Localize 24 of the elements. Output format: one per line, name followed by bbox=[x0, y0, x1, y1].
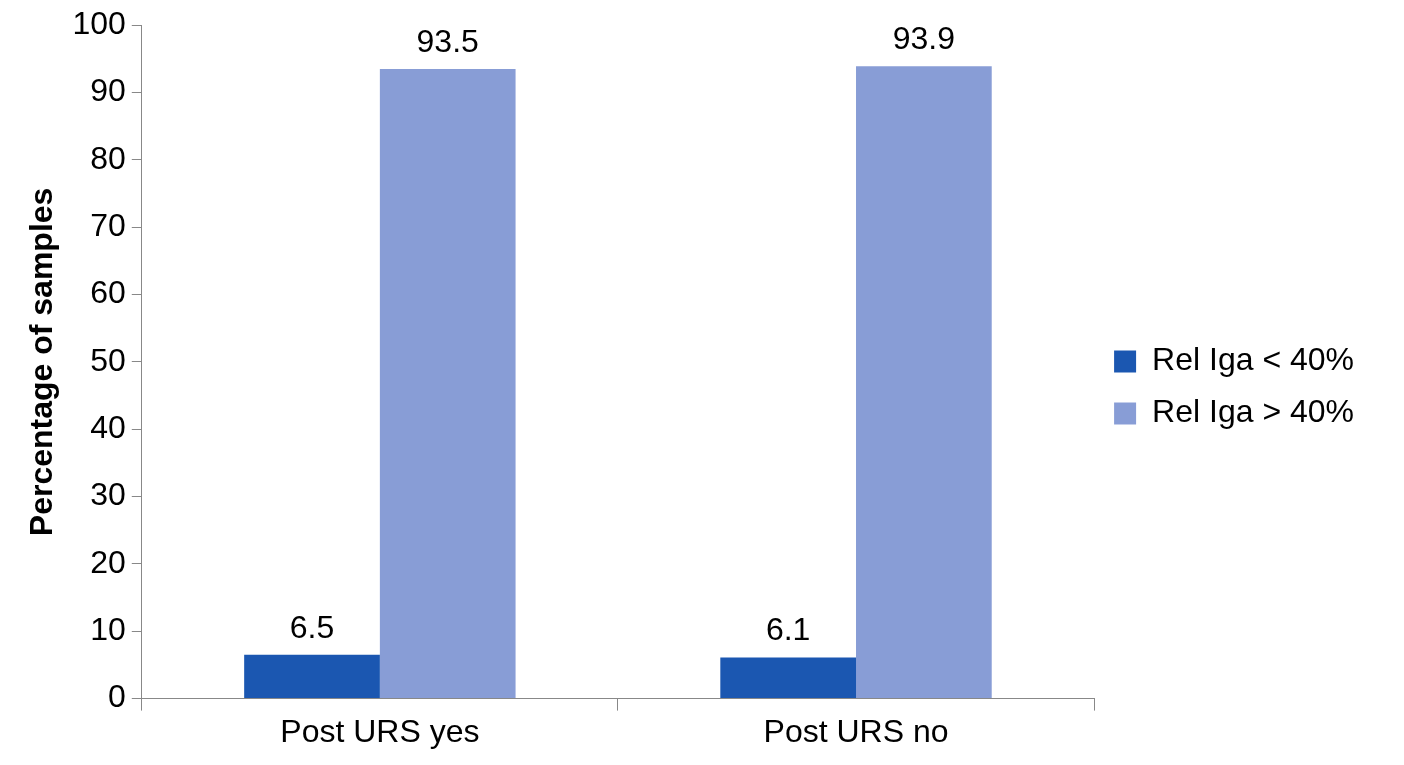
legend-label: Rel Iga < 40% bbox=[1152, 341, 1354, 378]
y-tick-label: 0 bbox=[107, 678, 126, 715]
y-axis-title: Percentage of samples bbox=[23, 187, 60, 537]
y-tick-label: 40 bbox=[90, 409, 126, 446]
y-tick-label: 30 bbox=[90, 476, 126, 513]
data-label: 6.1 bbox=[765, 611, 811, 648]
y-tick-label: 100 bbox=[72, 5, 126, 42]
y-tick-label: 20 bbox=[90, 543, 126, 580]
y-tick-label: 70 bbox=[90, 207, 126, 244]
bar bbox=[244, 654, 380, 699]
y-tick-label: 60 bbox=[90, 274, 126, 311]
y-tick-label: 10 bbox=[90, 611, 126, 648]
bar bbox=[720, 657, 857, 699]
y-tick-label: 90 bbox=[90, 72, 126, 109]
y-tick-label: 80 bbox=[90, 139, 126, 176]
x-tick-label: Post URS no bbox=[763, 712, 949, 749]
data-label: 93.9 bbox=[892, 20, 956, 57]
bar bbox=[379, 68, 516, 699]
data-label: 93.5 bbox=[416, 22, 479, 59]
data-label: 6.5 bbox=[289, 608, 335, 645]
x-tick-label: Post URS yes bbox=[280, 712, 480, 749]
bar bbox=[856, 66, 992, 699]
legend-label: Rel Iga > 40% bbox=[1152, 393, 1354, 430]
y-tick-label: 50 bbox=[90, 341, 126, 378]
